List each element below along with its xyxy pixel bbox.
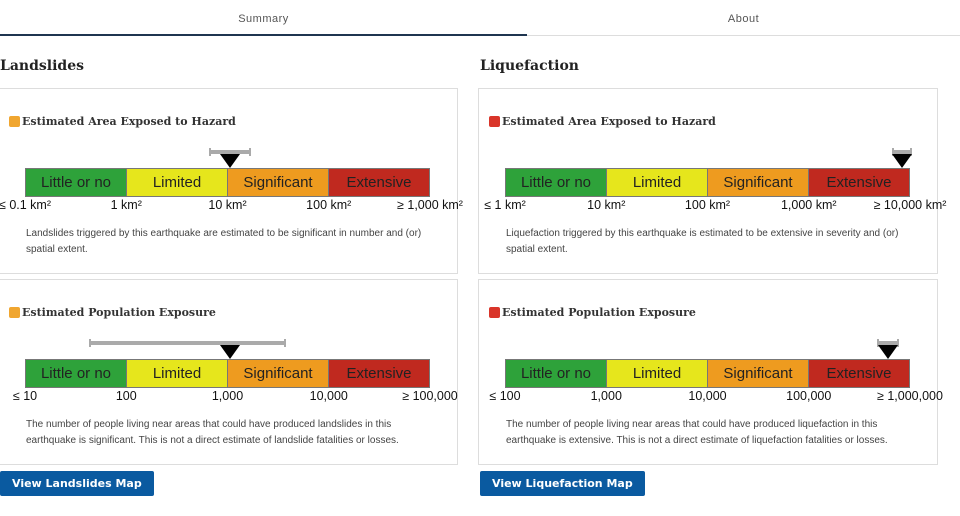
scale-tick-label: ≥ 100,000 [402,389,458,403]
level-limited: Limited [607,360,708,387]
area-title-text: Estimated Area Exposed to Hazard [502,115,716,128]
landslides-population-card: Estimated Population Exposure Little or n… [0,279,458,465]
scale-tick-label: 1 km² [110,198,142,212]
estimate-marker-icon [220,154,241,168]
liquefaction-alert-icon [489,116,500,127]
scale-tick-label: 10 km² [208,198,247,212]
scale-tick-label: 100 [115,389,137,403]
population-title-text: Estimated Population Exposure [502,306,696,319]
level-extensive: Extensive [329,169,429,196]
scale-tick-label: 100 km² [306,198,352,212]
level-limited: Limited [607,169,708,196]
tab-summary[interactable]: Summary [0,0,527,36]
uncertainty-range-bar [891,148,913,156]
level-significant: Significant [228,169,329,196]
scale-tick-label: ≥ 1,000,000 [877,389,943,403]
liquefaction-area-card: Estimated Area Exposed to Hazard Little o… [478,88,946,274]
hazard-scale-bar: Little or no Limited Significant Extensive [505,359,910,388]
level-limited: Limited [127,360,228,387]
level-significant: Significant [708,169,809,196]
level-little: Little or no [506,360,607,387]
scale-tick-label: 10,000 [309,389,348,403]
area-title-text: Estimated Area Exposed to Hazard [22,115,236,128]
scale-tick-label: 100 km² [684,198,731,212]
level-little: Little or no [26,360,127,387]
liquefaction-alert-icon [489,307,500,318]
scale-tick-label: ≥ 10,000 km² [873,198,947,212]
scale-tick-label: 1,000 [590,389,622,403]
level-little: Little or no [26,169,127,196]
scale-tick-label: 1,000 [211,389,244,403]
view-liquefaction-map-button[interactable]: View Liquefaction Map [480,471,645,496]
estimate-marker-icon [877,345,898,359]
landslides-population-title: Estimated Population Exposure [9,306,216,319]
uncertainty-range-bar [209,148,251,156]
uncertainty-range-bar [89,339,287,347]
landslides-section-title: Landslides [0,58,84,74]
level-limited: Limited [127,169,228,196]
scale-tick-label: ≤ 10 [12,389,38,403]
tab-bar: Summary About [0,0,960,36]
tab-about[interactable]: About [727,13,760,25]
level-extensive: Extensive [809,169,909,196]
scale-tick-label: 100,000 [786,389,832,403]
liquefaction-population-title: Estimated Population Exposure [489,306,696,319]
population-title-text: Estimated Population Exposure [22,306,216,319]
scale-tick-label: ≤ 0.1 km² [0,198,52,212]
hazard-scale-bar: Little or no Limited Significant Extensive [25,359,430,388]
level-significant: Significant [228,360,329,387]
scale-tick-label: ≤ 100 [489,389,521,403]
scale-tick-label: 10 km² [587,198,626,212]
scale-tick-label: ≤ 1 km² [484,198,526,212]
landslides-population-description: The number of people living near areas t… [26,419,399,446]
scale-tick-label: ≥ 1,000 km² [397,198,463,212]
estimate-marker-icon [220,345,241,359]
view-landslides-map-button[interactable]: View Landslides Map [0,471,154,496]
scale-tick-label: 1,000 km² [780,198,837,212]
landslide-alert-icon [9,307,20,318]
liquefaction-area-title: Estimated Area Exposed to Hazard [489,115,716,128]
level-little: Little or no [506,169,607,196]
hazard-scale-bar: Little or no Limited Significant Extensive [505,168,910,197]
uncertainty-range-bar [876,339,900,347]
level-extensive: Extensive [809,360,909,387]
landslides-area-description: Landslides triggered by this earthquake … [26,228,422,255]
scale-tick-label: 10,000 [688,389,727,403]
liquefaction-population-description: The number of people living near areas t… [506,419,888,446]
landslides-area-card: Estimated Area Exposed to Hazard Little o… [0,88,463,274]
liquefaction-population-card: Estimated Population Exposure Little or n… [478,279,943,465]
level-extensive: Extensive [329,360,429,387]
estimate-marker-icon [891,154,912,168]
landslide-alert-icon [9,116,20,127]
landslides-area-title: Estimated Area Exposed to Hazard [9,115,236,128]
liquefaction-section-title: Liquefaction [480,58,579,74]
liquefaction-area-description: Liquefaction triggered by this earthquak… [506,228,899,255]
hazard-scale-bar: Little or no Limited Significant Extensive [25,168,430,197]
level-significant: Significant [708,360,809,387]
